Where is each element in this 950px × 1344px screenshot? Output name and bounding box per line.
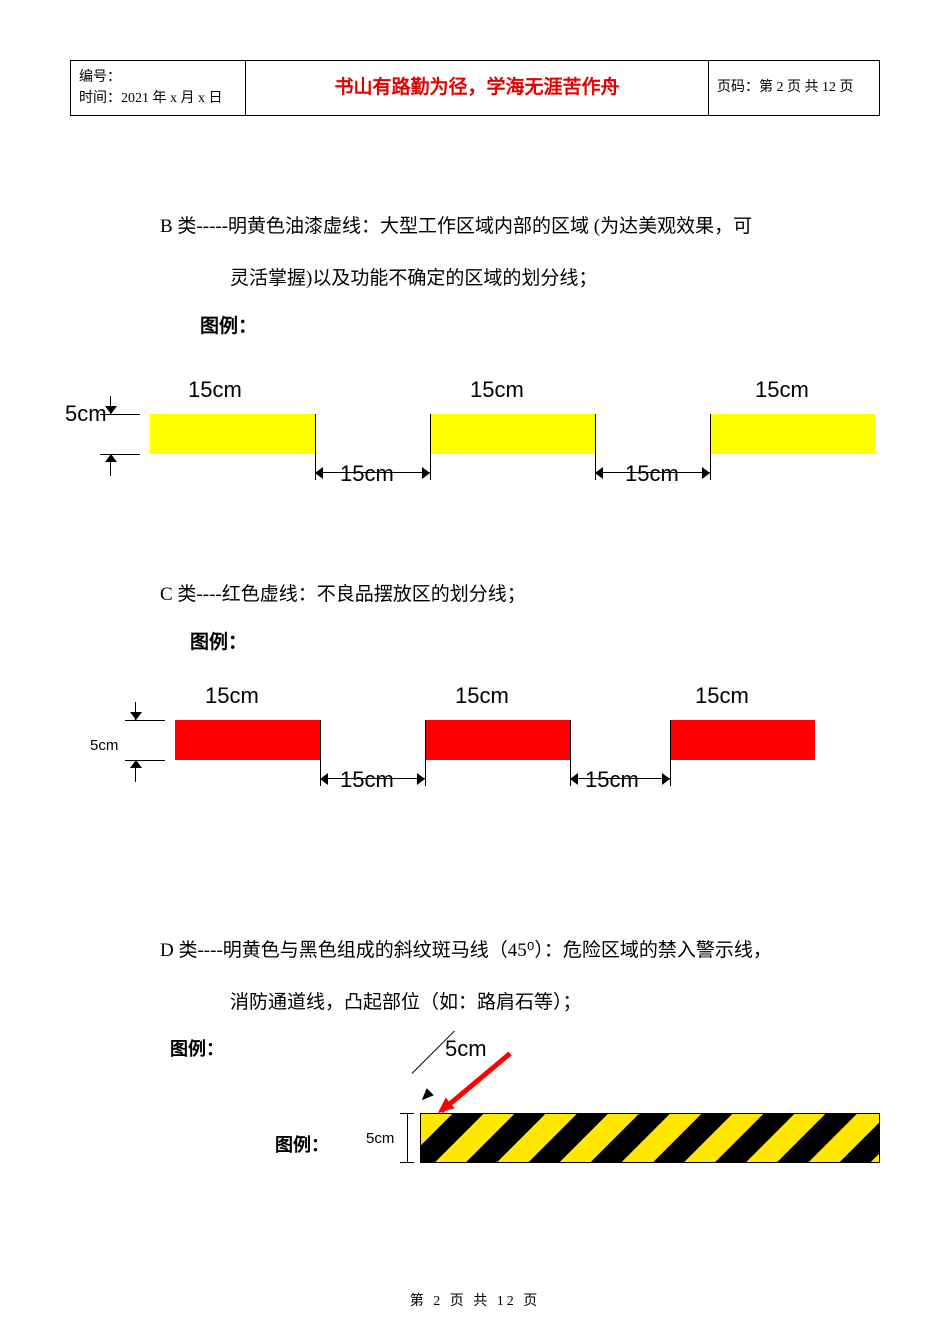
section-b-line2: 灵活掌握)以及功能不确定的区域的划分线；: [230, 258, 850, 300]
dimension-label: 15cm: [455, 676, 509, 716]
header-left-cell: 编号： 时间：2021 年 x 月 x 日: [71, 61, 246, 115]
section-d-legend2: 图例：: [275, 1129, 329, 1161]
section-c-line1: C 类----红色虚线：不良品摆放区的划分线；: [160, 574, 850, 616]
section-b-line1: B 类-----明黄色油漆虚线：大型工作区域内部的区域 (为达美观效果，可: [160, 206, 850, 248]
header-motto: 书山有路勤为径，学海无涯苦作舟: [246, 61, 709, 115]
height-label: 5cm: [65, 394, 107, 434]
dash-segment: [670, 720, 815, 760]
dimension-label: 15cm: [585, 760, 639, 800]
dimension-label: 15cm: [470, 370, 524, 410]
dimension-label: 15cm: [340, 454, 394, 494]
header-table: 编号： 时间：2021 年 x 月 x 日 书山有路勤为径，学海无涯苦作舟 页码…: [70, 60, 880, 116]
page-footer: 第 2 页 共 12 页: [0, 1289, 950, 1314]
hazard-stripe-bar: [420, 1113, 880, 1163]
date-label: 时间：2021 年 x 月 x 日: [79, 88, 237, 109]
dash-segment: [430, 414, 595, 454]
dash-segment: [425, 720, 570, 760]
header-page-cell: 页码：第 2 页 共 12 页: [709, 61, 879, 115]
page: 编号： 时间：2021 年 x 月 x 日 书山有路勤为径，学海无涯苦作舟 页码…: [0, 0, 950, 1344]
dash-segment: [175, 720, 320, 760]
diagram-d: 图例： 5cm 5cm 图例：: [70, 1033, 880, 1173]
height-label: 5cm: [90, 732, 118, 759]
dimension-label: 15cm: [695, 676, 749, 716]
hazard-top-label: 5cm: [445, 1029, 487, 1069]
section-d-line2: 消防通道线，凸起部位（如：路肩石等）；: [230, 982, 850, 1024]
section-c-legend: 图例：: [190, 626, 880, 660]
serial-label: 编号：: [79, 67, 237, 88]
dash-segment: [710, 414, 875, 454]
hazard-left-label: 5cm: [366, 1125, 394, 1152]
dimension-label: 15cm: [340, 760, 394, 800]
dimension-label: 15cm: [205, 676, 259, 716]
dimension-label: 15cm: [625, 454, 679, 494]
section-d-line1: D 类----明黄色与黑色组成的斜纹斑马线（45⁰）：危险区域的禁入警示线，: [160, 930, 850, 972]
section-b-legend: 图例：: [200, 310, 880, 344]
section-d-legend1: 图例：: [170, 1033, 224, 1065]
diagram-c: 15cm 15cm 15cm 15cm 15cm 5cm: [70, 670, 880, 800]
dash-segment: [150, 414, 315, 454]
dimension-label: 15cm: [755, 370, 809, 410]
diagram-b: 15cm15cm15cm15cm15cm5cm: [70, 354, 880, 504]
dimension-label: 15cm: [188, 370, 242, 410]
